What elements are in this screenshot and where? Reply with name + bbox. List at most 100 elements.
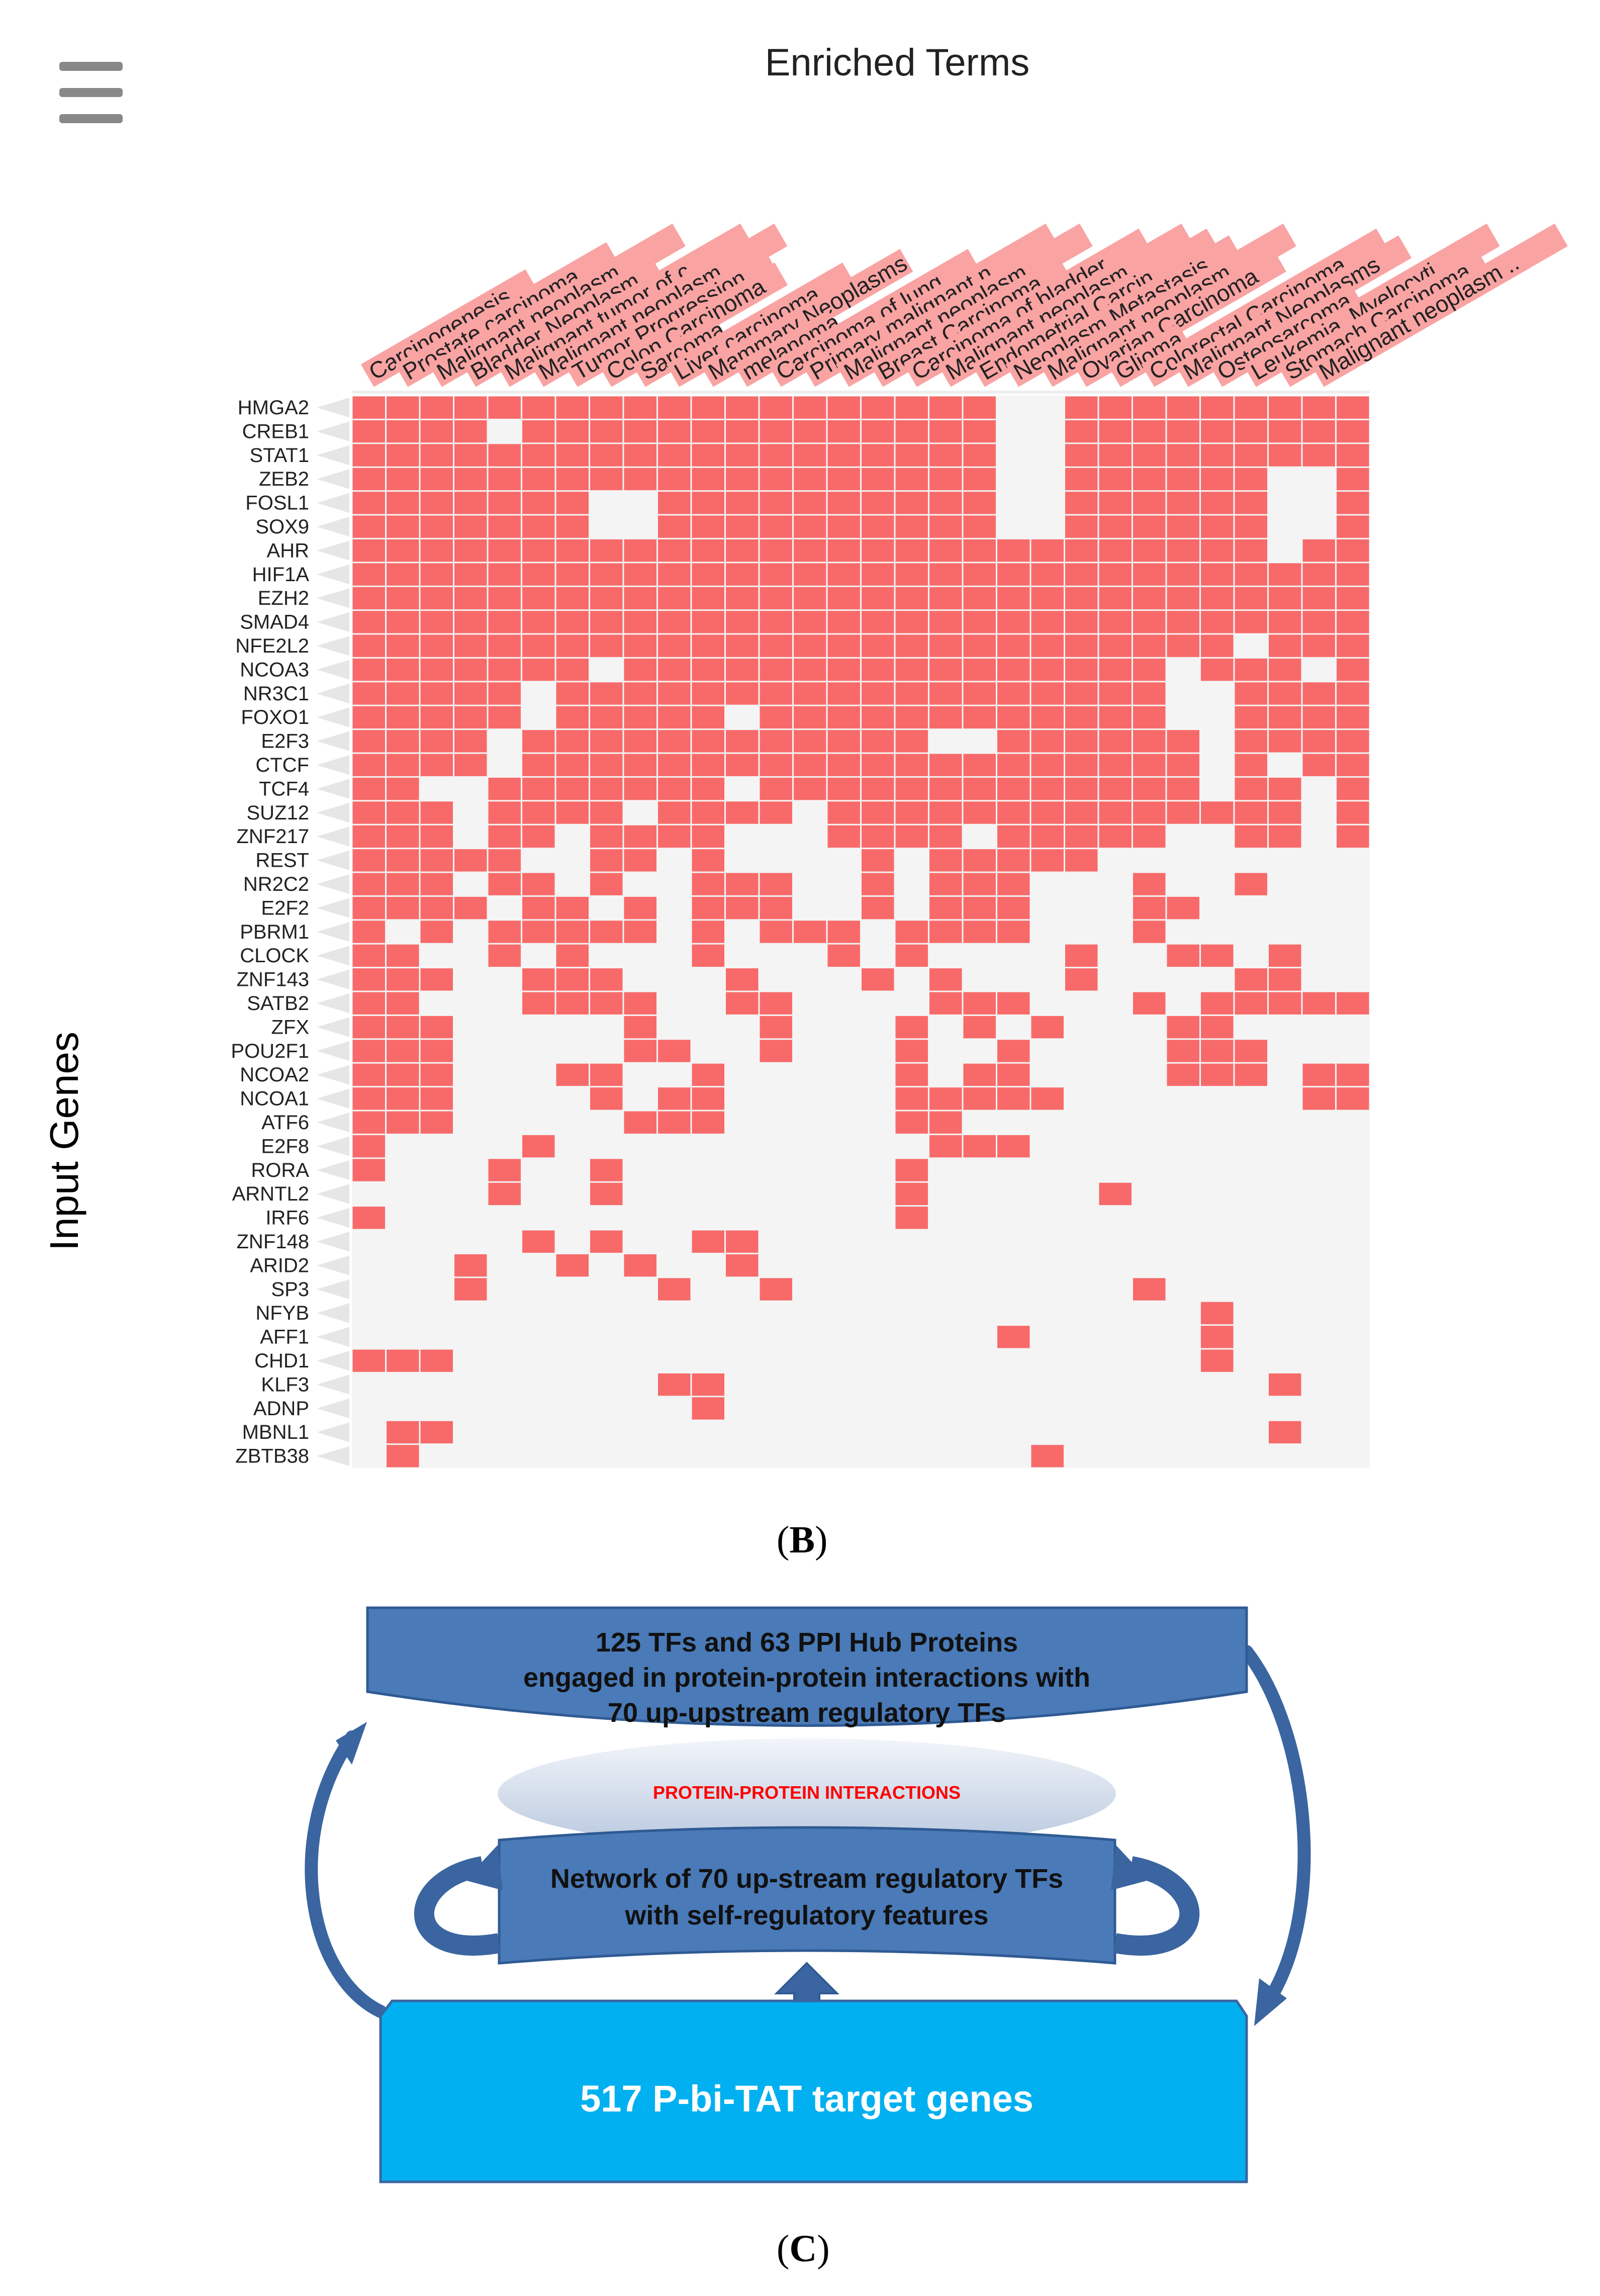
- cell-adnp-4: [488, 1397, 521, 1420]
- cell-hif1a-25: [1201, 563, 1234, 586]
- row-marker: [317, 1279, 349, 1300]
- cell-arntl2-23: [1133, 1182, 1166, 1206]
- cell-e2f2-27: [1269, 896, 1301, 920]
- cell-mbnl1-24: [1167, 1421, 1199, 1444]
- cell-foxo1-1: [387, 706, 419, 729]
- cell-clock-20: [1031, 944, 1064, 967]
- cell-ncoa2-10: [692, 1063, 724, 1086]
- row-marker: [317, 1422, 349, 1442]
- cell-ncoa1-5: [522, 1087, 555, 1110]
- cell-nfyb-14: [827, 1302, 860, 1325]
- cell-creb1-19: [997, 420, 1030, 443]
- cell-stat1-2: [420, 444, 453, 467]
- cell-stat1-24: [1167, 444, 1199, 467]
- cell-e2f2-3: [454, 896, 487, 920]
- cell-rora-2: [420, 1159, 453, 1181]
- cell-satb2-12: [760, 992, 792, 1015]
- cell-smad4-2: [420, 611, 453, 633]
- cell-nfe2l2-6: [556, 634, 589, 657]
- row-label-rora: RORA: [251, 1159, 309, 1181]
- cell-pou2f1-25: [1201, 1040, 1234, 1062]
- cell-zbtb38-3: [454, 1445, 487, 1467]
- cell-e2f8-19: [997, 1135, 1030, 1158]
- cell-e2f8-17: [929, 1135, 962, 1158]
- cell-foxo1-17: [929, 706, 962, 729]
- cell-irf6-24: [1167, 1207, 1199, 1229]
- cell-stat1-12: [760, 444, 792, 467]
- cell-pou2f1-7: [590, 1040, 623, 1062]
- cell-suz12-14: [827, 801, 860, 824]
- cell-ahr-5: [522, 539, 555, 562]
- cell-ncoa3-26: [1235, 658, 1267, 681]
- cell-creb1-15: [862, 420, 894, 443]
- cell-suz12-3: [454, 801, 487, 824]
- cell-sox9-15: [862, 515, 894, 538]
- cell-hmga2-7: [590, 396, 623, 419]
- column-label-highlight: [462, 255, 664, 387]
- column-label-highlight: [1039, 223, 1296, 387]
- column-label-highlight: [530, 223, 788, 387]
- cell-pbrm1-17: [929, 921, 962, 943]
- cell-chd1-23: [1133, 1349, 1166, 1372]
- cell-zfx-3: [454, 1016, 487, 1039]
- cell-e2f8-5: [522, 1135, 555, 1158]
- cell-tcf4-8: [624, 777, 656, 800]
- cell-pbrm1-22: [1099, 921, 1132, 943]
- cell-foxo1-0: [352, 706, 385, 729]
- cell-hmga2-23: [1133, 396, 1166, 419]
- cell-foxo1-26: [1235, 706, 1267, 729]
- hamburger-menu-icon[interactable]: [59, 62, 123, 123]
- cell-arntl2-13: [794, 1182, 826, 1206]
- cell-satb2-22: [1099, 992, 1132, 1015]
- cell-klf3-19: [997, 1373, 1030, 1396]
- cell-atf6-11: [726, 1111, 759, 1134]
- cell-chd1-17: [929, 1349, 962, 1372]
- cell-ezh2-12: [760, 587, 792, 610]
- row-marker: [317, 1303, 349, 1323]
- cell-ncoa2-21: [1065, 1063, 1098, 1086]
- cell-atf6-22: [1099, 1111, 1132, 1134]
- column-label-highlight: [1175, 235, 1412, 387]
- row-label-nr3c1: NR3C1: [243, 683, 309, 705]
- cell-sox9-13: [794, 515, 826, 538]
- cell-nfe2l2-0: [352, 634, 385, 657]
- cell-klf3-26: [1235, 1373, 1267, 1396]
- cell-satb2-10: [692, 992, 724, 1015]
- row-label-ncoa3: NCOA3: [240, 659, 309, 681]
- caption-b-open: (: [777, 1519, 790, 1561]
- cell-ncoa2-28: [1302, 1063, 1335, 1086]
- cell-znf148-5: [522, 1230, 555, 1253]
- cell-rora-20: [1031, 1159, 1064, 1181]
- cell-mbnl1-13: [794, 1421, 826, 1444]
- row-label-chd1: CHD1: [254, 1350, 309, 1372]
- cell-nfe2l2-10: [692, 634, 724, 657]
- cell-nfe2l2-28: [1302, 634, 1335, 657]
- cell-nr2c2-3: [454, 873, 487, 895]
- cell-sp3-5: [522, 1278, 555, 1301]
- cell-hmga2-17: [929, 396, 962, 419]
- cell-nr2c2-0: [352, 873, 385, 895]
- cell-chd1-27: [1269, 1349, 1301, 1372]
- cell-clock-25: [1201, 944, 1234, 967]
- cell-ncoa1-1: [387, 1087, 419, 1110]
- cell-e2f8-28: [1302, 1135, 1335, 1158]
- cell-nfe2l2-8: [624, 634, 656, 657]
- cell-foxo1-8: [624, 706, 656, 729]
- cell-znf143-8: [624, 968, 656, 991]
- cell-creb1-20: [1031, 420, 1064, 443]
- cell-fosl1-14: [827, 492, 860, 514]
- cell-ncoa1-3: [454, 1087, 487, 1110]
- cell-hmga2-1: [387, 396, 419, 419]
- cell-clock-3: [454, 944, 487, 967]
- cell-nr3c1-17: [929, 682, 962, 705]
- cell-mbnl1-23: [1133, 1421, 1166, 1444]
- cell-chd1-26: [1235, 1349, 1267, 1372]
- cell-irf6-25: [1201, 1207, 1234, 1229]
- cell-ncoa2-18: [963, 1063, 996, 1086]
- cell-nr2c2-27: [1269, 873, 1301, 895]
- cell-chd1-20: [1031, 1349, 1064, 1372]
- cell-e2f8-26: [1235, 1135, 1267, 1158]
- cell-irf6-3: [454, 1207, 487, 1229]
- cell-nr2c2-24: [1167, 873, 1199, 895]
- cell-adnp-21: [1065, 1397, 1098, 1420]
